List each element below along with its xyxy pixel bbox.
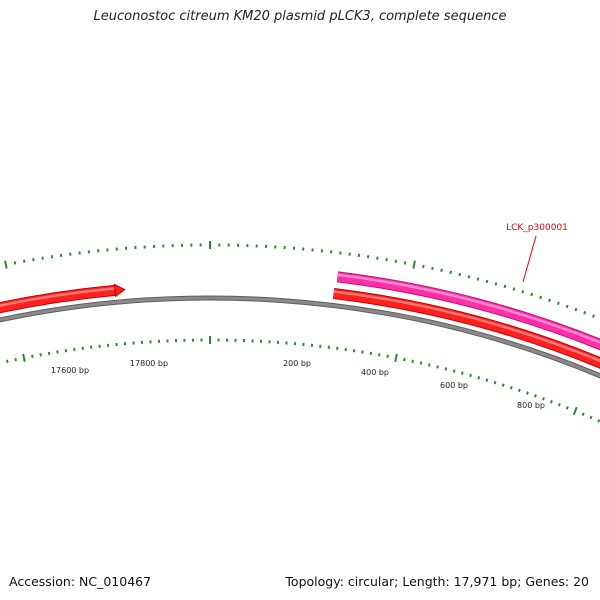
outer-tick xyxy=(556,301,560,306)
tick-label-0: 17600 bp xyxy=(51,366,89,375)
outer-tick xyxy=(583,311,587,315)
inner-tick xyxy=(549,399,553,404)
outer-tick xyxy=(458,272,462,277)
outer-tick xyxy=(449,270,453,275)
tick-label-1: 17800 bp xyxy=(130,359,168,368)
gene-label-leader xyxy=(522,235,537,283)
inner-tick xyxy=(411,359,415,363)
summary-text: Topology: circular; Length: 17,971 bp; G… xyxy=(285,574,589,589)
inner-tick xyxy=(572,406,578,416)
gene-highlight xyxy=(337,273,600,344)
tick-label-2: 200 bp xyxy=(283,359,311,368)
inner-tick xyxy=(493,380,497,385)
inner-tick xyxy=(31,354,34,358)
inner-tick xyxy=(565,406,569,410)
outer-tick xyxy=(476,277,480,281)
outer-tick xyxy=(412,260,416,269)
inner-tick xyxy=(542,397,545,401)
outer-tick xyxy=(521,290,525,294)
inner-tick xyxy=(501,383,505,387)
accession-text: Accession: NC_010467 xyxy=(9,574,152,589)
inner-tick xyxy=(394,353,398,363)
feature-tracks xyxy=(0,271,600,379)
outer-tick xyxy=(565,304,569,309)
inner-tick xyxy=(436,365,439,369)
tick-label-5: 800 bp xyxy=(517,401,545,410)
outer-tick xyxy=(591,314,595,318)
inner-tick xyxy=(5,359,9,363)
outer-tick xyxy=(403,261,407,265)
outer-tick xyxy=(512,287,516,291)
inner-tick xyxy=(525,391,529,395)
outer-tick xyxy=(467,275,471,279)
inner-tick xyxy=(557,403,561,407)
inner-tick xyxy=(378,353,381,357)
gene-label: LCK_p300001 xyxy=(506,223,568,233)
inner-tick xyxy=(386,354,389,358)
inner-tick xyxy=(581,412,585,416)
tick-label-3: 400 bp xyxy=(361,368,389,377)
inner-tick xyxy=(517,388,521,393)
cds-right xyxy=(333,288,600,368)
inner-tick xyxy=(597,419,600,423)
tick-label-4: 600 bp xyxy=(440,381,468,390)
inner-tick xyxy=(485,378,489,382)
inner-tick xyxy=(469,373,472,378)
inner-tick xyxy=(428,363,431,367)
inner-tick xyxy=(22,353,26,363)
outer-tick xyxy=(539,295,543,300)
cds-left-arrow xyxy=(113,283,126,298)
inner-tick xyxy=(403,357,406,362)
outer-tick xyxy=(431,266,434,271)
backbone-circle xyxy=(0,296,600,378)
cds-right-highlight xyxy=(333,290,600,363)
inner-tick xyxy=(477,376,481,380)
cds-left-highlight xyxy=(0,287,116,307)
cds-left xyxy=(0,285,116,313)
outer-tick xyxy=(503,284,507,289)
map-title: Leuconostoc citreum KM20 plasmid pLCK3, … xyxy=(93,9,507,24)
tick-labels: 17600 bp 17800 bp 200 bp 400 bp 600 bp 800 bp… xyxy=(51,223,568,410)
inner-tick xyxy=(444,367,448,371)
outer-tick xyxy=(440,268,443,273)
outer-tick xyxy=(485,279,489,284)
outer-tick xyxy=(394,259,398,263)
inner-tick xyxy=(509,385,513,390)
inner-tick xyxy=(452,369,456,373)
inner-tick xyxy=(419,361,423,365)
tick-marks xyxy=(0,241,600,423)
outer-tick xyxy=(548,298,551,303)
inner-tick xyxy=(39,353,42,357)
outer-tick xyxy=(494,282,498,286)
outer-tick xyxy=(13,261,17,265)
inner-tick xyxy=(14,357,17,362)
outer-tick xyxy=(574,307,578,312)
outer-tick xyxy=(422,264,425,269)
outer-tick xyxy=(4,260,8,269)
inner-tick xyxy=(460,371,464,375)
inner-tick xyxy=(534,394,537,398)
gene-track xyxy=(336,272,600,350)
inner-tick xyxy=(589,415,593,420)
outer-tick xyxy=(22,259,26,263)
outer-tick xyxy=(530,292,534,297)
